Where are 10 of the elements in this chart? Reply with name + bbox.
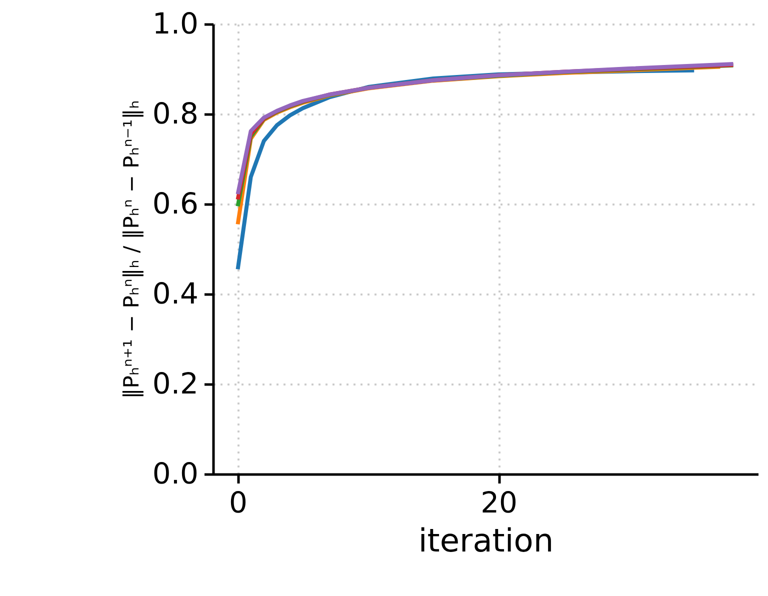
x-tick-label: 20 <box>480 486 518 520</box>
y-tick-label: 0.4 <box>152 276 198 310</box>
y-tick-label: 1.0 <box>152 6 198 40</box>
y-tick-label: 0.8 <box>152 96 198 130</box>
x-axis-title: iteration <box>418 522 554 560</box>
y-tick-label: 0.2 <box>152 366 198 400</box>
y-tick-label: 0.0 <box>152 456 198 490</box>
y-tick-label: 0.6 <box>152 186 198 220</box>
y-axis-title: ‖Pₕⁿ⁺¹ − Pₕⁿ‖ₕ / ‖Pₕⁿ − Pₕⁿ⁻¹‖ₕ <box>119 100 144 399</box>
x-tick-label: 0 <box>229 486 248 520</box>
